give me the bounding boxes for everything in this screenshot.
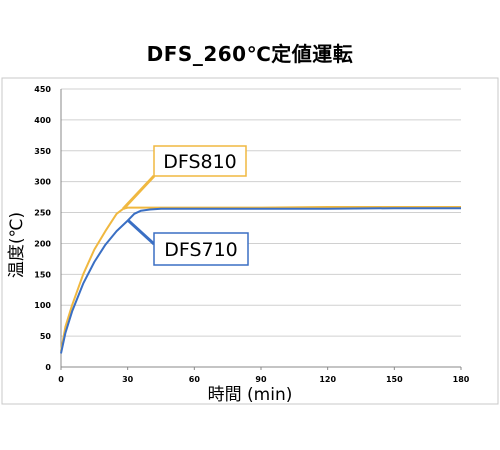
y-axis-label: 温度(℃) [7,212,27,278]
y-tick-label: 450 [34,85,51,94]
series-callouts: DFS810 DFS710 [122,145,249,266]
chart-title: DFS_260℃定値運転 [146,42,354,66]
callout-leader-dfs710 [126,218,156,246]
y-tick-label: 200 [34,239,51,248]
axes [60,89,462,370]
x-tick-label: 180 [453,375,470,384]
chart-border [1,77,499,405]
series-label-dfs710: DFS710 [164,239,238,261]
x-tick-label: 0 [58,375,64,384]
y-tick-label: 0 [45,363,51,372]
series-label-dfs810: DFS810 [163,151,237,173]
x-axis-label: 時間 (min) [208,385,293,405]
y-tick-label: 50 [40,332,52,341]
series-line-dfs710 [60,207,461,354]
y-tick-label: 100 [34,301,51,310]
y-tick-label: 400 [34,116,51,125]
y-tick-label: 250 [34,209,51,218]
y-tick-label: 150 [34,270,51,279]
x-tick-label: 60 [189,375,201,384]
grid-lines [61,88,461,337]
y-tick-label: 300 [34,178,51,187]
callout-box-dfs710 [153,232,249,266]
x-tick-label: 30 [122,375,134,384]
x-tick-label: 120 [319,375,336,384]
y-tick-label: 350 [34,147,51,156]
tick-labels: 0 50 100 150 200 250 300 350 400 450 0 30 60 90 120 150… [34,85,469,384]
x-tick-label: 150 [386,375,403,384]
callout-box-dfs810 [153,145,247,177]
x-tick-label: 90 [255,375,267,384]
callout-leader-dfs810 [122,174,156,210]
